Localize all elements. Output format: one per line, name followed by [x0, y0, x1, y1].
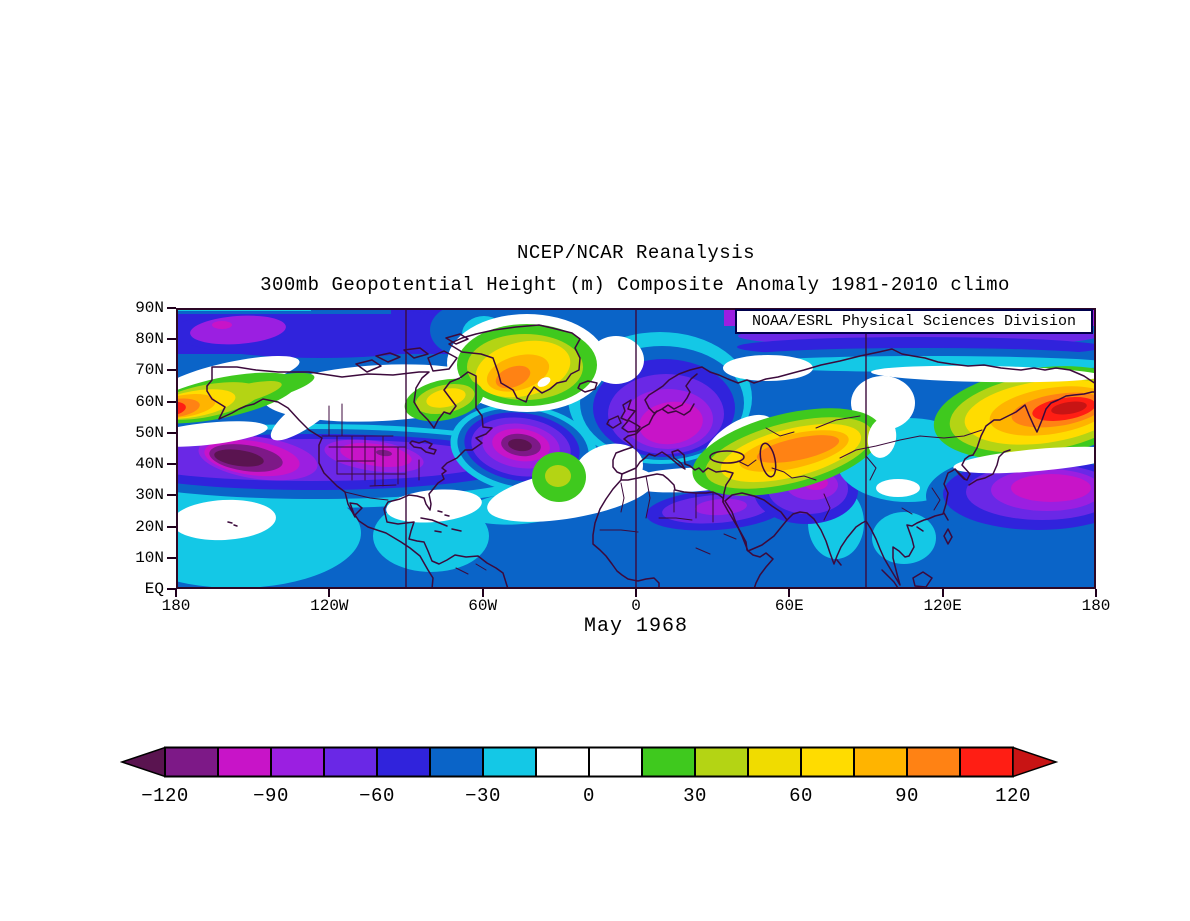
- negative-anomaly-ne-africa: [646, 489, 786, 531]
- positive-anomaly-greenland: [447, 314, 607, 412]
- colorbar-arrow-right: [1012, 746, 1059, 778]
- date-label: May 1968: [583, 615, 688, 638]
- coast-black-sea: [709, 450, 745, 464]
- coast-caribbean: [420, 510, 462, 533]
- lat-tickmark: [167, 400, 176, 403]
- source-box-label: NOAA/ESRL Physical Sciences Division: [751, 313, 1077, 330]
- lon-tickmark: [328, 589, 331, 597]
- colorbar-cell: [588, 746, 643, 778]
- coast-se-asia-islands: [881, 526, 953, 589]
- colorbar-cell: [217, 746, 272, 778]
- borders-us-states: [321, 403, 420, 501]
- lat-tick-label: 60N: [135, 392, 164, 411]
- positive-anomaly-quebec: [404, 378, 484, 422]
- lat-tickmark: [167, 338, 176, 341]
- lat-tick-label: 40N: [135, 455, 164, 474]
- lon-tick-label: 60E: [774, 597, 804, 615]
- colorbar-cell: [270, 746, 325, 778]
- lon-tick-label: 180: [161, 597, 191, 615]
- colorbar-tick-label: −90: [253, 785, 289, 807]
- lat-tickmark: [167, 307, 176, 309]
- anomaly-map: [176, 308, 1096, 589]
- colorbar-cell: [747, 746, 802, 778]
- lon-tick-label: 0: [631, 597, 641, 615]
- colorbar-arrow-left: [120, 746, 166, 778]
- colorbar-cell: [535, 746, 590, 778]
- colorbar-tick-label: 120: [995, 785, 1031, 807]
- source-box: NOAA/ESRL Physical Sciences Division: [735, 309, 1093, 334]
- coast-north-america-west: [206, 385, 434, 589]
- colorbar-cell: [641, 746, 696, 778]
- positive-anomaly-kazakhstan: [692, 408, 897, 496]
- colorbar-tick-label: 0: [583, 785, 595, 807]
- coast-iceland: [577, 380, 598, 393]
- colorbar-tick-label: −30: [465, 785, 501, 807]
- colorbar-tick-label: 60: [789, 785, 813, 807]
- lat-tick-label: 30N: [135, 486, 164, 505]
- colorbar-cell: [959, 746, 1014, 778]
- coast-north-america-east: [206, 366, 509, 589]
- lon-tickmark: [788, 589, 791, 597]
- colorbar-tick-label: 30: [683, 785, 707, 807]
- colorbar-cell: [323, 746, 378, 778]
- coast-arctic-islands: [355, 333, 469, 373]
- lon-tickmark: [481, 589, 484, 597]
- lon-tick-label: 180: [1081, 597, 1111, 615]
- lat-tickmark: [167, 369, 176, 372]
- coast-british-isles: [606, 399, 641, 433]
- colorbar-cell: [800, 746, 855, 778]
- colorbar-cell: [376, 746, 431, 778]
- chart-title: NCEP/NCAR Reanalysis: [516, 242, 756, 264]
- colorbar-cell: [694, 746, 749, 778]
- lat-tick-label: 80N: [135, 330, 164, 349]
- coast-japan-korea: [836, 449, 1011, 566]
- borders-countries: [455, 415, 983, 575]
- coast-south-asia: [786, 454, 974, 586]
- lon-tick-label: 120W: [310, 597, 349, 615]
- map-frame: [176, 308, 1096, 589]
- coast-eurasia-arctic: [644, 348, 1096, 409]
- colorbar-tick-label: −120: [141, 785, 189, 807]
- colorbar-cell: [429, 746, 484, 778]
- lat-tickmark: [167, 588, 176, 590]
- colorbar-cell: [906, 746, 961, 778]
- colorbar-cell: [482, 746, 537, 778]
- coast-africa: [592, 473, 774, 589]
- polar-band-west: [176, 308, 506, 358]
- coast-scandinavia-baltic: [648, 373, 698, 416]
- lat-tick-label: 20N: [135, 517, 164, 536]
- colorbar-cell: [164, 746, 219, 778]
- coast-caspian-sea: [759, 442, 777, 478]
- coast-ne-asia: [972, 391, 1096, 456]
- positive-anomaly-azores: [532, 452, 586, 502]
- lat-tick-label: 90N: [135, 299, 164, 317]
- lat-tickmark: [167, 463, 176, 466]
- lat-tick-label: 50N: [135, 423, 164, 442]
- lon-tickmark: [175, 589, 177, 597]
- lat-tick-label: 70N: [135, 361, 164, 380]
- lat-tickmark: [167, 525, 176, 528]
- coastlines: [206, 324, 1096, 589]
- lon-tickmark: [1095, 589, 1097, 597]
- colorbar: −120 −90 −60 −30 0 30 60 90 120: [120, 746, 1059, 807]
- lon-tickmark: [635, 589, 637, 597]
- coast-europe: [612, 410, 734, 503]
- lat-tickmark: [167, 431, 176, 434]
- lon-tickmark: [941, 589, 944, 597]
- lon-tick-label: 60W: [468, 597, 498, 615]
- coast-great-lakes: [409, 440, 437, 455]
- coast-hawaii: [227, 521, 238, 527]
- lat-tickmark: [167, 494, 176, 497]
- lon-tick-label: 120E: [923, 597, 962, 615]
- colorbar-tick-label: −60: [359, 785, 395, 807]
- negative-anomaly-nw-pacific: [926, 446, 1096, 540]
- colorbar-tick-label: 90: [895, 785, 919, 807]
- colorbar-cell: [853, 746, 908, 778]
- chart-subtitle: 300mb Geopotential Height (m) Composite …: [260, 274, 1010, 296]
- coast-greenland: [448, 324, 581, 403]
- lat-tickmark: [167, 556, 176, 559]
- lat-tick-label: EQ: [144, 580, 164, 598]
- lat-tick-label: 10N: [135, 548, 164, 567]
